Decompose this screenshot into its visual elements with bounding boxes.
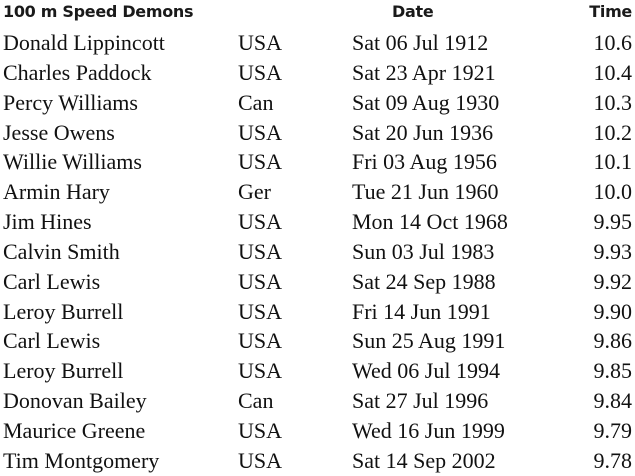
athlete-name: Tim Montgomery bbox=[3, 447, 160, 473]
table-row: Percy Williams Can Sat 09 Aug 1930 10.3 bbox=[0, 88, 635, 118]
table-row: Carl Lewis USA Sun 25 Aug 1991 9.86 bbox=[0, 326, 635, 356]
record-date: Wed 06 Jul 1994 bbox=[352, 358, 500, 384]
record-time: 9.85 bbox=[593, 358, 633, 384]
record-time: 10.1 bbox=[593, 149, 633, 175]
athlete-name: Jesse Owens bbox=[3, 119, 115, 145]
athlete-name: Charles Paddock bbox=[3, 59, 152, 85]
record-time: 10.0 bbox=[593, 179, 633, 205]
table-row: Jim Hines USA Mon 14 Oct 1968 9.95 bbox=[0, 207, 635, 237]
record-date: Mon 14 Oct 1968 bbox=[352, 209, 508, 235]
record-time: 10.3 bbox=[593, 89, 633, 115]
column-header-time: Time bbox=[589, 2, 632, 21]
table-row: Charles Paddock USA Sat 23 Apr 1921 10.4 bbox=[0, 58, 635, 88]
table-row: Donald Lippincott USA Sat 06 Jul 1912 10.6 bbox=[0, 28, 635, 58]
record-date: Sat 23 Apr 1921 bbox=[352, 59, 496, 85]
record-time: 9.92 bbox=[593, 268, 633, 294]
country: Can bbox=[238, 89, 274, 115]
athlete-name: Donald Lippincott bbox=[3, 30, 165, 55]
country: USA bbox=[238, 328, 283, 354]
record-date: Sun 03 Jul 1983 bbox=[352, 238, 495, 264]
athlete-name: Percy Williams bbox=[3, 89, 138, 115]
country: USA bbox=[238, 238, 283, 264]
record-date: Sat 06 Jul 1912 bbox=[352, 30, 489, 55]
record-time: 10.6 bbox=[593, 30, 633, 55]
column-header-date: Date bbox=[392, 2, 434, 21]
record-date: Sun 25 Aug 1991 bbox=[352, 328, 506, 354]
table-row: Willie Williams USA Fri 03 Aug 1956 10.1 bbox=[0, 147, 635, 177]
table-row: Maurice Greene USA Wed 16 Jun 1999 9.79 bbox=[0, 416, 635, 446]
record-date: Sat 09 Aug 1930 bbox=[352, 89, 500, 115]
record-time: 10.2 bbox=[593, 119, 633, 145]
country: USA bbox=[238, 30, 283, 55]
country: USA bbox=[238, 358, 283, 384]
record-date: Sat 14 Sep 2002 bbox=[352, 447, 496, 473]
record-date: Fri 14 Jun 1991 bbox=[352, 298, 491, 324]
record-date: Fri 03 Aug 1956 bbox=[352, 149, 497, 175]
records-table: Donald Lippincott USA Sat 06 Jul 1912 10.6 C… bbox=[0, 28, 635, 476]
table-row: Carl Lewis USA Sat 24 Sep 1988 9.92 bbox=[0, 267, 635, 297]
country: USA bbox=[238, 268, 283, 294]
country: USA bbox=[238, 298, 283, 324]
athlete-name: Maurice Greene bbox=[3, 417, 146, 443]
athlete-name: Leroy Burrell bbox=[3, 298, 124, 324]
athlete-name: Armin Hary bbox=[3, 179, 110, 205]
athlete-name: Calvin Smith bbox=[3, 238, 120, 264]
country: USA bbox=[238, 149, 283, 175]
record-date: Sat 24 Sep 1988 bbox=[352, 268, 496, 294]
country: USA bbox=[238, 119, 283, 145]
record-time: 9.90 bbox=[593, 298, 633, 324]
table-row: Leroy Burrell USA Wed 06 Jul 1994 9.85 bbox=[0, 356, 635, 386]
country: USA bbox=[238, 447, 283, 473]
record-date: Sat 27 Jul 1996 bbox=[352, 388, 489, 414]
record-time: 9.86 bbox=[593, 328, 633, 354]
athlete-name: Carl Lewis bbox=[3, 328, 101, 354]
record-date: Tue 21 Jun 1960 bbox=[352, 179, 499, 205]
record-date: Wed 16 Jun 1999 bbox=[352, 417, 505, 443]
table-row: Armin Hary Ger Tue 21 Jun 1960 10.0 bbox=[0, 177, 635, 207]
record-time: 10.4 bbox=[593, 59, 633, 85]
athlete-name: Carl Lewis bbox=[3, 268, 101, 294]
record-time: 9.84 bbox=[593, 388, 633, 414]
country: USA bbox=[238, 209, 283, 235]
record-time: 9.78 bbox=[593, 447, 633, 473]
table-row: Tim Montgomery USA Sat 14 Sep 2002 9.78 bbox=[0, 446, 635, 476]
country: USA bbox=[238, 59, 283, 85]
record-date: Sat 20 Jun 1936 bbox=[352, 119, 494, 145]
table-row: Donovan Bailey Can Sat 27 Jul 1996 9.84 bbox=[0, 386, 635, 416]
athlete-name: Willie Williams bbox=[3, 149, 142, 175]
table-row: Calvin Smith USA Sun 03 Jul 1983 9.93 bbox=[0, 237, 635, 267]
country: USA bbox=[238, 417, 283, 443]
athlete-name: Donovan Bailey bbox=[3, 388, 147, 414]
table-title: 100 m Speed Demons bbox=[3, 2, 194, 21]
record-time: 9.95 bbox=[593, 209, 633, 235]
athlete-name: Jim Hines bbox=[3, 209, 92, 235]
country: Can bbox=[238, 388, 274, 414]
record-time: 9.79 bbox=[593, 417, 633, 443]
table-row: Jesse Owens USA Sat 20 Jun 1936 10.2 bbox=[0, 118, 635, 148]
record-time: 9.93 bbox=[593, 238, 633, 264]
country: Ger bbox=[238, 179, 271, 205]
athlete-name: Leroy Burrell bbox=[3, 358, 124, 384]
table-row: Leroy Burrell USA Fri 14 Jun 1991 9.90 bbox=[0, 297, 635, 327]
